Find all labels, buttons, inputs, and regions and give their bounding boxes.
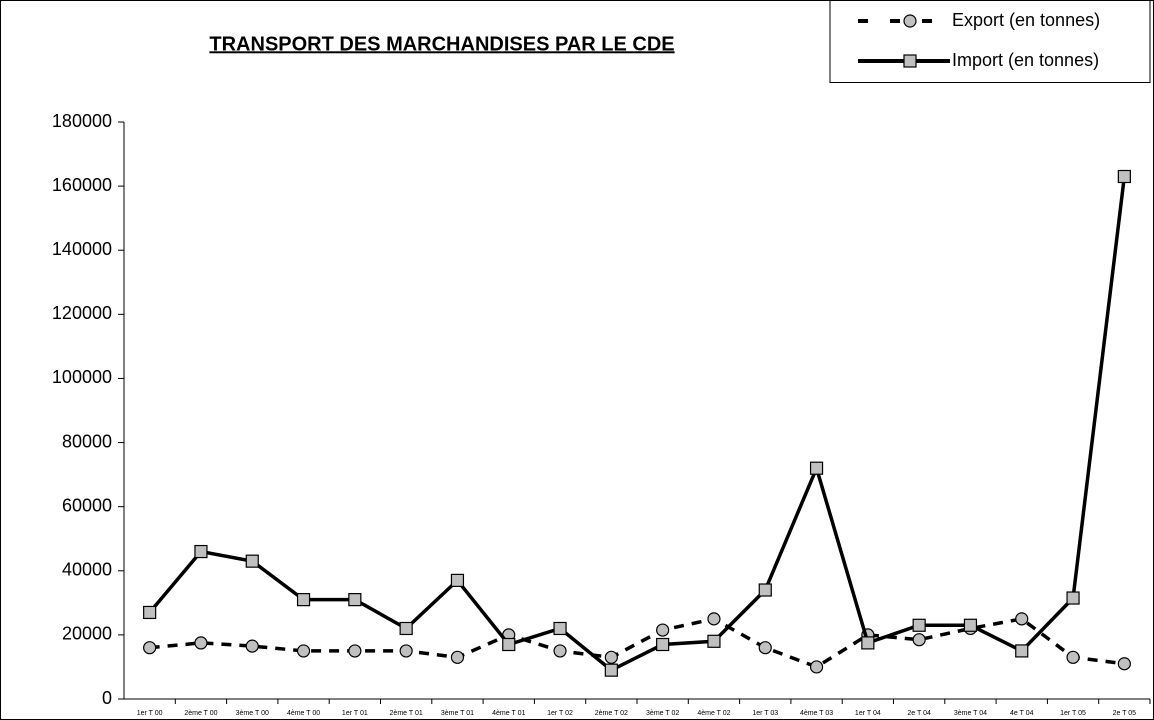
data-point — [1015, 612, 1029, 626]
legend-swatch-marker — [903, 14, 917, 28]
data-point — [809, 461, 824, 475]
series-line — [149, 616, 1125, 669]
x-tick-label: 3ème T 04 — [954, 710, 987, 717]
legend-box — [829, 0, 1151, 83]
x-tick-label: 1er T 05 — [1060, 710, 1086, 717]
x-tick-label: 2e T 04 — [907, 710, 931, 717]
data-point — [758, 583, 772, 597]
x-tick-label: 1er T 01 — [342, 710, 368, 717]
y-tick-label: 140000 — [52, 239, 112, 259]
data-point — [450, 650, 465, 664]
data-point — [399, 621, 413, 636]
x-tick-label: 4ème T 01 — [492, 710, 525, 717]
data-point — [1117, 169, 1131, 184]
data-point — [553, 644, 567, 658]
y-tick-label: 0 — [102, 688, 112, 708]
data-point — [912, 633, 926, 647]
x-tick-label: 3ème T 02 — [646, 710, 679, 717]
data-point — [963, 618, 978, 632]
data-point — [1015, 644, 1029, 658]
y-tick-label: 80000 — [62, 431, 112, 451]
data-point — [656, 623, 670, 637]
x-tick-label: 1er T 00 — [137, 710, 163, 717]
data-point — [656, 637, 670, 652]
y-tick-label: 20000 — [62, 624, 112, 644]
data-point — [143, 605, 157, 620]
y-tick-label: 60000 — [62, 495, 112, 515]
data-point — [604, 650, 618, 664]
x-tick-label: 4e T 04 — [1010, 710, 1034, 717]
data-point — [194, 544, 208, 559]
data-point — [861, 636, 875, 650]
x-tick-label: 1er T 04 — [855, 710, 881, 717]
x-tick-label: 1er T 02 — [547, 710, 573, 717]
x-tick-label: 1er T 03 — [752, 710, 778, 717]
data-point — [245, 639, 259, 653]
data-point — [502, 637, 516, 652]
data-point — [1066, 650, 1080, 664]
x-tick-label: 2ème T 00 — [184, 710, 217, 717]
x-tick-label: 3ème T 01 — [441, 710, 474, 717]
x-tick-label: 2e T 05 — [1113, 710, 1137, 717]
x-tick-label: 4ème T 02 — [697, 710, 730, 717]
data-point — [296, 644, 311, 658]
data-point — [758, 641, 772, 655]
series-line — [148, 176, 1127, 673]
data-point — [553, 621, 567, 636]
y-tick-label: 100000 — [52, 367, 112, 387]
data-point — [809, 660, 824, 674]
legend-label: Export (en tonnes) — [952, 10, 1100, 30]
x-tick-label: 4ème T 03 — [800, 710, 833, 717]
legend-label: Import (en tonnes) — [952, 50, 1099, 70]
data-point — [194, 636, 208, 650]
data-point — [707, 634, 721, 648]
data-point — [348, 593, 362, 607]
x-tick-label: 2ème T 02 — [595, 710, 628, 717]
data-point — [707, 612, 721, 626]
data-point — [143, 641, 157, 655]
data-point — [1066, 591, 1080, 605]
x-tick-label: 2ème T 01 — [390, 710, 423, 717]
y-tick-label: 160000 — [52, 175, 112, 195]
y-tick-label: 120000 — [52, 303, 112, 323]
data-point — [1117, 657, 1131, 671]
data-point — [604, 663, 618, 677]
data-point — [296, 593, 311, 607]
data-point — [245, 554, 259, 568]
y-tick-label: 40000 — [62, 560, 112, 580]
x-tick-label: 3ème T 00 — [236, 710, 269, 717]
chart-title: TRANSPORT DES MARCHANDISES PAR LE CDE — [209, 33, 674, 55]
legend-swatch-marker — [903, 54, 917, 68]
x-tick-label: 4ème T 00 — [287, 710, 320, 717]
y-tick-label: 180000 — [52, 111, 112, 131]
data-point — [912, 618, 926, 632]
data-point — [348, 644, 362, 658]
data-point — [450, 573, 465, 587]
data-point — [399, 644, 413, 658]
